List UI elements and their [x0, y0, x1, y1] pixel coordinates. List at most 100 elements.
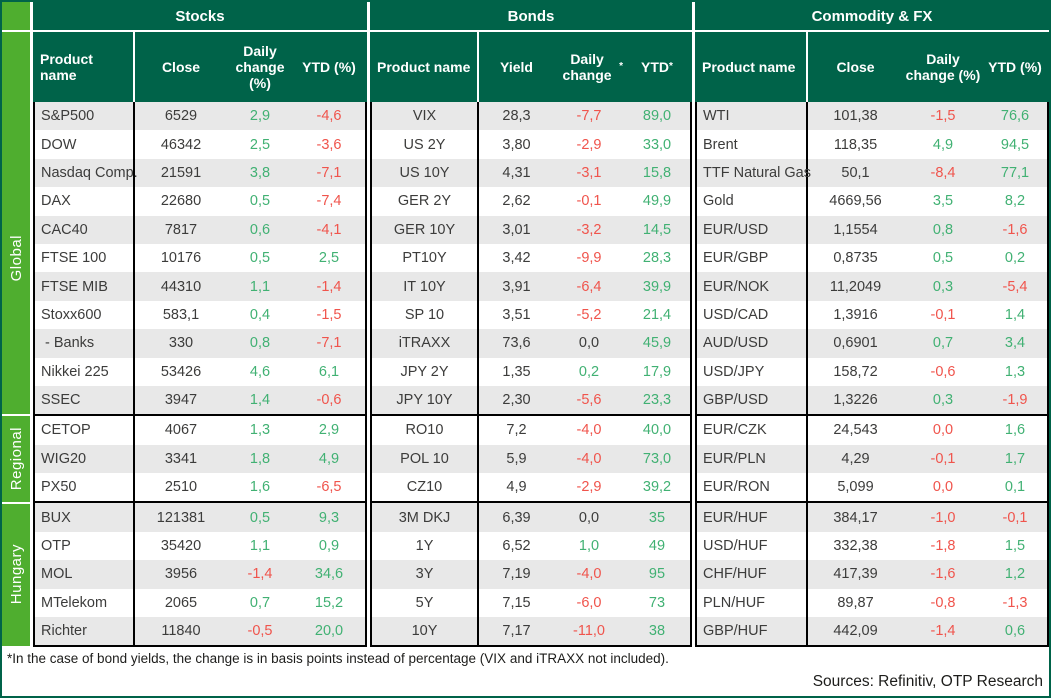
ytd-cell: 0,6: [1004, 623, 1026, 640]
footer: *In the case of bond yields, the change …: [2, 647, 1049, 696]
daily-change-cell: 0,7: [932, 335, 954, 352]
divider: [692, 2, 695, 30]
close-cell: 2065: [164, 594, 198, 611]
table-row: AUD/USD 0,6901 0,7 3,4: [697, 329, 1047, 358]
product-name-cell: AUD/USD: [697, 329, 808, 358]
yield-cell: 5,9: [506, 450, 527, 467]
yield-cell: 3,80: [502, 136, 531, 153]
table-row: SP 10 3,51 -5,2 21,4: [372, 300, 690, 330]
column-header-daily-change: Daily change *: [562, 50, 623, 83]
group-separator: [372, 501, 690, 504]
ytd-cell: 2,9: [318, 422, 340, 439]
product-name-cell: VIX: [372, 102, 479, 131]
table-row: USD/CAD 1,3916 -0,1 1,4: [697, 300, 1047, 330]
daily-change-cell: 0,5: [932, 250, 954, 267]
table-row: GER 2Y 2,62 -0,1 49,9: [372, 187, 690, 216]
daily-change-cell: 0,0: [932, 422, 954, 439]
product-name-cell: GER 10Y: [372, 215, 479, 244]
table-row: GBP/HUF 442,09 -1,4 0,6: [697, 617, 1047, 646]
daily-change-cell: 1,1: [249, 538, 271, 555]
bonds-column-headers: Product name Yield Daily change * YTD *: [370, 32, 692, 102]
close-cell: 417,39: [833, 566, 878, 583]
ytd-cell: 15,8: [642, 164, 672, 181]
daily-change-cell: -11,0: [573, 623, 605, 640]
ytd-cell: -4,1: [316, 221, 342, 238]
ytd-cell: 73,0: [642, 450, 672, 467]
ytd-cell: 33,0: [642, 136, 672, 153]
yield-cell: 28,3: [502, 108, 531, 125]
stocks-column-headers: Product name Close Daily change (%) YTD (%): [33, 32, 367, 102]
close-cell: 5,099: [837, 479, 874, 496]
table-row: EUR/CZK 24,543 0,0 1,6: [697, 416, 1047, 445]
daily-change-cell: -0,1: [576, 193, 602, 210]
column-header-band: Product name Close Daily change (%) YTD (%)…: [2, 32, 1049, 102]
daily-change-cell: 0,3: [932, 392, 954, 409]
table-row: 3Y 7,19 -4,0 95: [372, 560, 690, 589]
daily-change-cell: -0,1: [930, 450, 956, 467]
product-name-cell: GBP/USD: [697, 385, 808, 415]
product-name-cell: Brent: [697, 130, 808, 159]
close-cell: 4669,56: [829, 193, 882, 210]
column-header-daily-change: Daily change (%): [905, 50, 981, 83]
product-name-cell: FTSE 100: [35, 243, 135, 273]
ytd-cell: 94,5: [1000, 136, 1030, 153]
daily-change-cell: -1,6: [930, 566, 956, 583]
yield-cell: 7,2: [506, 422, 527, 439]
table-row: DAX 22680 0,5 -7,4: [35, 187, 365, 216]
group-strip-header: [2, 32, 30, 102]
daily-change-cell: 0,8: [932, 221, 954, 238]
product-name-cell: USD/HUF: [697, 531, 808, 561]
ytd-cell: -1,9: [1002, 392, 1028, 409]
yield-cell: 3,91: [502, 278, 531, 295]
table-row: RO10 7,2 -4,0 40,0: [372, 416, 690, 445]
close-cell: 1,3226: [833, 392, 878, 409]
product-name-cell: DOW: [35, 130, 135, 159]
table-row: 5Y 7,15 -6,0 73: [372, 588, 690, 618]
product-name-cell: EUR/RON: [697, 473, 808, 502]
close-cell: 3947: [164, 392, 198, 409]
product-name-cell: PT10Y: [372, 243, 479, 273]
daily-change-cell: 0,0: [578, 335, 600, 352]
ytd-cell: 89,0: [642, 108, 672, 125]
group-separator: [697, 501, 1047, 504]
ytd-cell: -7,4: [316, 193, 342, 210]
daily-change-cell: 0,6: [249, 221, 271, 238]
ytd-cell: 49: [648, 538, 666, 555]
close-cell: 118,35: [833, 136, 878, 153]
product-name-cell: WIG20: [35, 444, 135, 474]
group-label: Global: [7, 235, 25, 282]
close-cell: 101,38: [833, 108, 878, 125]
product-name-cell: Nikkei 225: [35, 357, 135, 386]
yield-cell: 7,17: [502, 623, 531, 640]
yield-cell: 7,15: [502, 594, 531, 611]
close-cell: 53426: [160, 363, 202, 380]
daily-change-cell: 0,0: [932, 479, 954, 496]
ytd-cell: -1,3: [1002, 594, 1028, 611]
ytd-cell: 1,2: [1004, 566, 1026, 583]
daily-change-cell: -0,5: [247, 623, 273, 640]
daily-change-cell: 4,6: [249, 363, 271, 380]
table-row: EUR/HUF 384,17 -1,0 -0,1: [697, 503, 1047, 532]
table-row: POL 10 5,9 -4,0 73,0: [372, 444, 690, 474]
product-name-cell: iTRAXX: [372, 329, 479, 358]
ytd-cell: 20,0: [314, 623, 344, 640]
section-title-bonds: Bonds: [370, 2, 692, 30]
daily-change-cell: 0,3: [932, 278, 954, 295]
ytd-cell: 0,9: [318, 538, 340, 555]
column-header-value: Yield: [500, 58, 533, 75]
column-header-value: Close: [836, 58, 875, 75]
ytd-cell: 21,4: [642, 306, 672, 323]
ytd-cell: 28,3: [642, 250, 672, 267]
column-header-ytd: YTD (%): [302, 58, 356, 75]
ytd-cell: -3,6: [316, 136, 342, 153]
close-cell: 89,87: [837, 594, 874, 611]
daily-change-cell: 0,0: [578, 509, 600, 526]
ytd-cell: 6,1: [318, 363, 340, 380]
table-row: CHF/HUF 417,39 -1,6 1,2: [697, 560, 1047, 589]
product-name-cell: US 2Y: [372, 130, 479, 159]
product-name-cell: JPY 2Y: [372, 357, 479, 386]
ytd-cell: -5,4: [1002, 278, 1028, 295]
product-name-cell: 3Y: [372, 560, 479, 589]
table-row: CAC40 7817 0,6 -4,1: [35, 215, 365, 244]
group-label: Hungary: [7, 544, 25, 605]
